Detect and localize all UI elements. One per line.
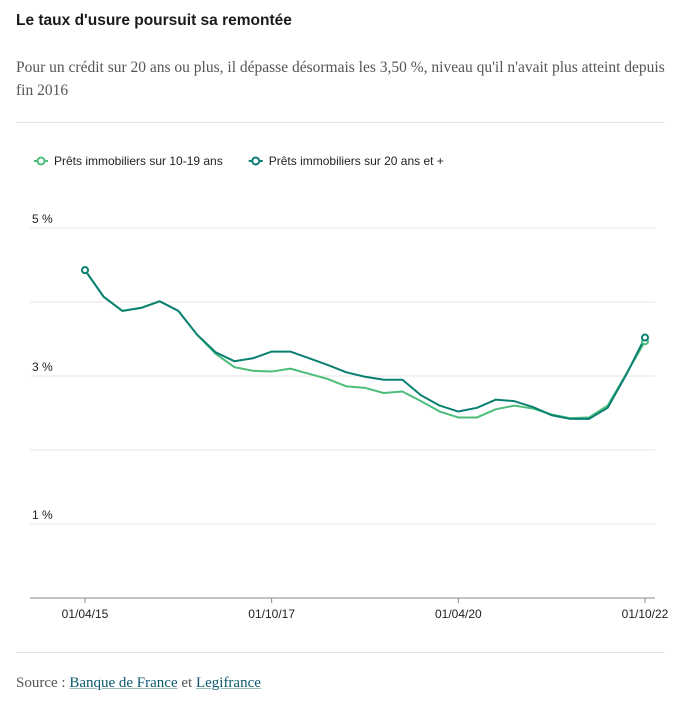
y-tick-label: 1 %	[32, 508, 53, 522]
source-prefix: Source :	[16, 675, 66, 691]
end-marker	[81, 266, 89, 275]
source-link[interactable]: Banque de France	[69, 675, 178, 691]
source: Source : Banque de France et Legifrance	[16, 675, 261, 692]
end-marker	[641, 333, 649, 342]
chart-title: Le taux d'usure poursuit sa remontée	[16, 12, 292, 29]
series-line	[84, 269, 646, 420]
y-tick-label: 5 %	[32, 212, 53, 226]
legend-label: Prêts immobiliers sur 20 ans et +	[269, 154, 444, 168]
source-conjunction: et	[181, 675, 193, 691]
legend-label: Prêts immobiliers sur 10-19 ans	[54, 154, 223, 168]
source-link[interactable]: Legifrance	[195, 675, 261, 691]
divider	[16, 122, 665, 123]
series-line	[84, 269, 646, 420]
x-tick-label: 01/04/15	[62, 607, 109, 621]
y-tick-label: 3 %	[32, 360, 53, 374]
x-tick-label: 01/10/22	[622, 607, 669, 621]
chart: Prêts immobiliers sur 10-19 ans Prêts imm…	[30, 154, 669, 621]
chart-subtitle: Pour un crédit sur 20 ans ou plus, il dé…	[16, 59, 665, 99]
x-tick-label: 01/10/17	[248, 607, 295, 621]
divider	[16, 652, 665, 653]
legend-marker	[36, 156, 46, 166]
x-tick-label: 01/04/20	[435, 607, 482, 621]
legend-marker	[251, 156, 261, 166]
